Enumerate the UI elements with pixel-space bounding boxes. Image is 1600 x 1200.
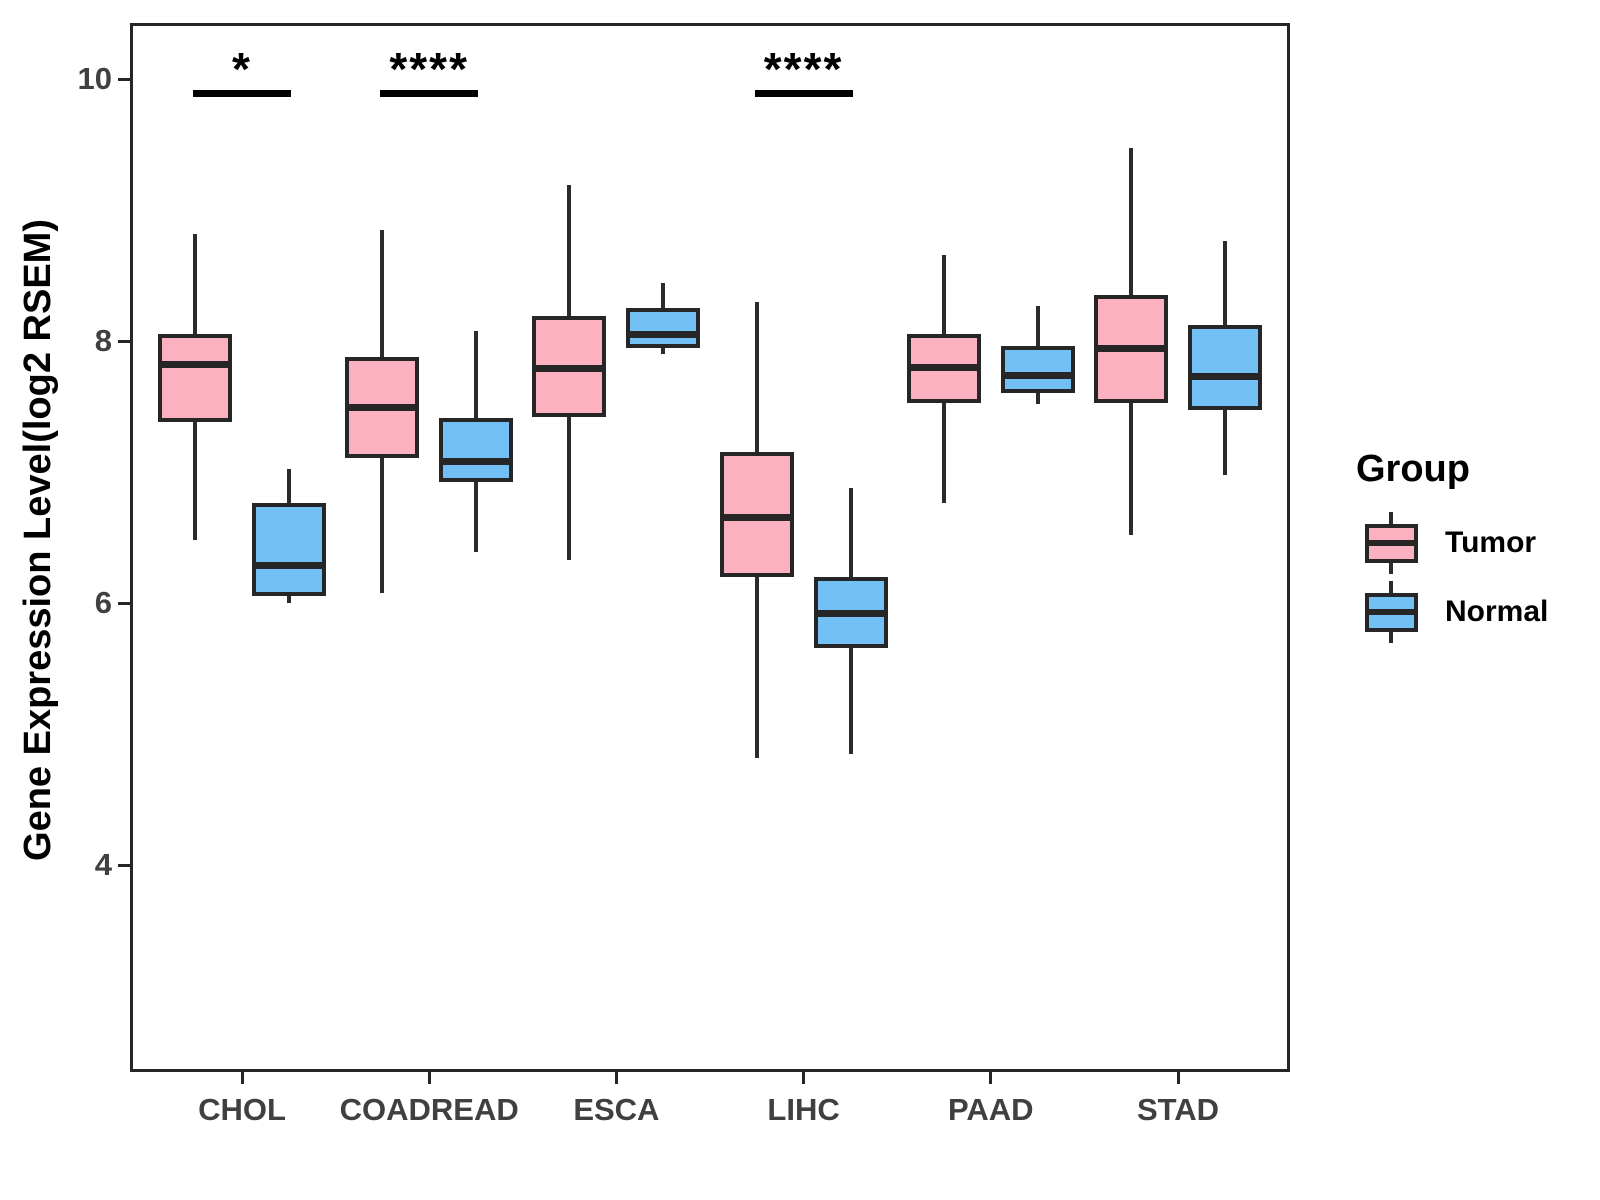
median-tumor-PAAD: [906, 363, 981, 371]
legend-key-whisker-bottom-normal: [1389, 631, 1393, 643]
box-normal-ESCA: [626, 308, 701, 348]
x-tick-mark-CHOL: [240, 1072, 244, 1084]
median-normal-STAD: [1188, 372, 1262, 380]
x-tick-label-COADREAD: COADREAD: [339, 1092, 519, 1127]
sig-label-CHOL: *: [232, 43, 252, 95]
y-tick-mark-8: [118, 339, 130, 343]
y-tick-label-10: 10: [77, 61, 112, 96]
median-tumor-COADREAD: [345, 404, 420, 412]
median-tumor-LIHC: [719, 514, 794, 522]
x-tick-mark-COADREAD: [427, 1072, 431, 1084]
median-normal-LIHC: [813, 609, 888, 617]
box-normal-PAAD: [1000, 346, 1075, 394]
x-tick-label-PAAD: PAAD: [948, 1092, 1034, 1127]
x-tick-mark-STAD: [1176, 1072, 1180, 1084]
median-normal-CHOL: [252, 561, 326, 569]
sig-label-LIHC: ****: [763, 43, 844, 95]
legend-key-whisker-top-tumor: [1389, 512, 1393, 524]
x-tick-label-CHOL: CHOL: [198, 1092, 286, 1127]
sig-bar-LIHC: [754, 90, 853, 97]
x-tick-mark-PAAD: [989, 1072, 993, 1084]
x-tick-label-ESCA: ESCA: [573, 1092, 660, 1127]
y-tick-mark-10: [118, 77, 130, 81]
sig-label-COADREAD: ****: [389, 43, 469, 95]
legend-key-median-normal: [1365, 609, 1418, 615]
box-normal-CHOL: [252, 503, 326, 597]
median-normal-COADREAD: [439, 458, 514, 466]
x-tick-label-STAD: STAD: [1136, 1092, 1220, 1127]
y-tick-label-8: 8: [94, 323, 112, 358]
legend-key-whisker-bottom-tumor: [1389, 562, 1393, 574]
box-normal-STAD: [1188, 325, 1262, 411]
sig-bar-COADREAD: [380, 90, 479, 97]
legend-key-median-tumor: [1365, 540, 1418, 546]
median-normal-ESCA: [626, 330, 701, 338]
y-tick-mark-6: [118, 601, 130, 605]
box-normal-COADREAD: [439, 418, 514, 483]
y-tick-label-4: 4: [94, 847, 112, 882]
median-tumor-ESCA: [532, 365, 607, 372]
legend-key-whisker-top-normal: [1389, 581, 1393, 593]
y-tick-mark-4: [118, 863, 130, 867]
y-tick-label-6: 6: [94, 585, 112, 620]
median-normal-PAAD: [1000, 371, 1075, 379]
legend-title: Group: [1356, 448, 1470, 490]
median-tumor-CHOL: [158, 361, 232, 369]
legend-label-normal: Normal: [1445, 595, 1549, 628]
x-tick-mark-LIHC: [802, 1072, 806, 1084]
median-tumor-STAD: [1094, 345, 1168, 353]
legend-label-tumor: Tumor: [1445, 526, 1537, 559]
box-tumor-CHOL: [158, 334, 232, 423]
sig-bar-CHOL: [193, 90, 291, 97]
x-tick-label-LIHC: LIHC: [767, 1092, 840, 1127]
x-tick-mark-ESCA: [614, 1072, 618, 1084]
